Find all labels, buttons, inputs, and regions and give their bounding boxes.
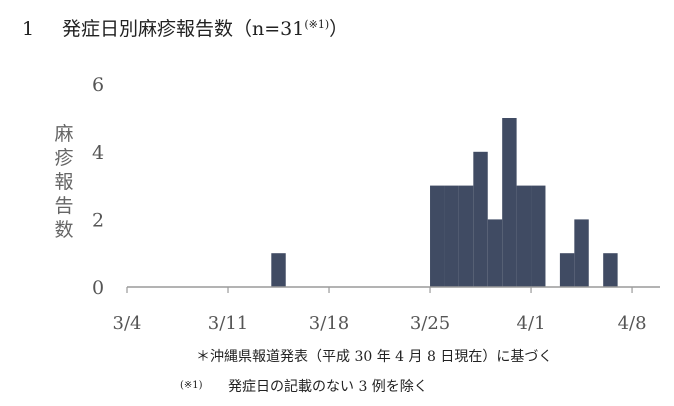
bar-3-30 <box>502 118 517 287</box>
footnote-mark: (※1) <box>180 380 203 391</box>
heading-title: 発症日別麻疹報告数（n=31 <box>62 18 305 40</box>
x-tick-label-4-8: 4/8 <box>618 313 647 334</box>
bar-3-14 <box>271 253 286 287</box>
y-tick-label-6: 6 <box>92 74 104 96</box>
bar-3-26 <box>444 185 459 287</box>
x-tick-label-3-18: 3/18 <box>309 313 349 334</box>
heading-close: ） <box>329 18 349 40</box>
bar-4-1 <box>531 185 546 287</box>
footnote: (※1) 発症日の記載のない 3 例を除く <box>180 376 428 396</box>
bar-3-25 <box>430 185 445 287</box>
y-tick-label-4: 4 <box>92 142 104 164</box>
bar-3-31 <box>516 185 532 287</box>
x-tick-label-4-1: 4/1 <box>517 313 546 334</box>
bar-3-28 <box>473 151 488 287</box>
bar-4-6 <box>603 253 618 287</box>
bar-3-27 <box>458 185 474 287</box>
bar-4-3 <box>559 253 575 287</box>
bar-3-29 <box>487 219 503 287</box>
x-tick-label-3-25: 3/25 <box>410 313 450 334</box>
chart-heading: 1 発症日別麻疹報告数（n=31(※1)） <box>22 14 348 41</box>
y-axis-label: 麻疹報告数 <box>54 123 74 241</box>
y-tick-label-2: 2 <box>92 209 104 231</box>
y-tick-label-0: 0 <box>92 277 104 299</box>
heading-footnote-ref: (※1) <box>304 18 330 31</box>
bar-4-4 <box>574 219 589 287</box>
x-tick-label-3-11: 3/11 <box>208 313 248 334</box>
footnote-text: 発症日の記載のない 3 例を除く <box>228 379 428 395</box>
source-note: ＊沖縄県報道発表（平成 30 年 4 月 8 日現在）に基づく <box>196 349 553 365</box>
heading-number: 1 <box>22 18 35 40</box>
x-tick-label-3-4: 3/4 <box>113 313 142 334</box>
